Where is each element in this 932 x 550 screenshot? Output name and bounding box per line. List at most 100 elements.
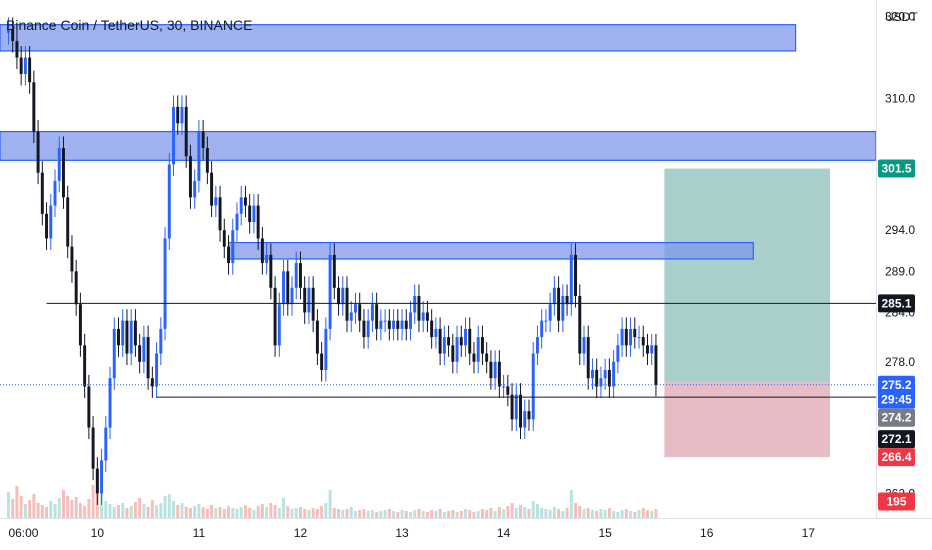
candle-body[interactable] xyxy=(485,353,489,362)
candle-body[interactable] xyxy=(413,296,417,313)
candle-body[interactable] xyxy=(493,361,497,379)
candle-body[interactable] xyxy=(612,361,616,387)
candle-body[interactable] xyxy=(353,304,357,313)
candle-body[interactable] xyxy=(218,197,222,231)
candle-body[interactable] xyxy=(370,304,374,321)
candle-body[interactable] xyxy=(32,82,36,132)
candle-body[interactable] xyxy=(45,213,49,239)
candle-body[interactable] xyxy=(383,320,387,322)
candle-body[interactable] xyxy=(641,337,645,346)
candle-body[interactable] xyxy=(442,337,446,354)
candle-body[interactable] xyxy=(540,320,544,338)
candle-body[interactable] xyxy=(455,337,459,362)
candle-body[interactable] xyxy=(527,411,531,420)
candle-body[interactable] xyxy=(434,328,438,338)
candle-body[interactable] xyxy=(430,320,434,338)
candle-body[interactable] xyxy=(582,337,586,354)
candle-body[interactable] xyxy=(578,296,582,354)
candle-body[interactable] xyxy=(624,328,628,346)
candle-body[interactable] xyxy=(214,197,218,206)
candle-body[interactable] xyxy=(49,205,53,239)
candle-body[interactable] xyxy=(197,131,201,181)
candle-body[interactable] xyxy=(231,230,235,264)
candle-body[interactable] xyxy=(421,312,425,321)
candle-body[interactable] xyxy=(535,337,539,354)
candle-body[interactable] xyxy=(396,320,400,329)
candle-body[interactable] xyxy=(324,328,328,370)
candle-body[interactable] xyxy=(502,386,506,388)
candle-body[interactable] xyxy=(172,106,175,165)
candle-body[interactable] xyxy=(341,287,345,305)
candle-body[interactable] xyxy=(548,304,552,321)
candle-body[interactable] xyxy=(654,345,658,385)
candle-body[interactable] xyxy=(260,238,264,264)
candle-body[interactable] xyxy=(400,320,404,329)
candle-body[interactable] xyxy=(11,28,15,42)
candle-body[interactable] xyxy=(57,148,61,181)
candle-body[interactable] xyxy=(569,254,573,305)
candle-body[interactable] xyxy=(298,263,302,288)
candle-body[interactable] xyxy=(633,328,637,338)
candle-body[interactable] xyxy=(497,361,501,387)
candle-body[interactable] xyxy=(307,287,311,313)
candle-body[interactable] xyxy=(451,345,455,362)
candle-body[interactable] xyxy=(586,337,590,379)
candle-body[interactable] xyxy=(210,172,214,206)
candle-body[interactable] xyxy=(36,131,40,173)
candle-body[interactable] xyxy=(290,287,294,305)
candle-body[interactable] xyxy=(523,411,527,428)
candle-body[interactable] xyxy=(425,312,429,321)
candle-body[interactable] xyxy=(557,287,561,321)
candle-body[interactable] xyxy=(83,345,87,387)
candle-body[interactable] xyxy=(53,180,57,206)
candle-body[interactable] xyxy=(235,213,239,231)
candle-body[interactable] xyxy=(28,57,32,83)
candle-body[interactable] xyxy=(133,320,137,346)
candle-body[interactable] xyxy=(19,57,23,74)
candle-body[interactable] xyxy=(637,337,641,339)
candle-body[interactable] xyxy=(269,254,273,288)
candle-body[interactable] xyxy=(273,287,277,346)
candle-body[interactable] xyxy=(358,304,362,321)
candle-body[interactable] xyxy=(227,246,231,264)
candle-body[interactable] xyxy=(311,287,315,321)
candle-body[interactable] xyxy=(104,427,108,461)
candle-body[interactable] xyxy=(519,394,523,428)
candle-body[interactable] xyxy=(620,328,624,346)
candle-body[interactable] xyxy=(303,287,307,313)
candle-body[interactable] xyxy=(150,378,154,387)
candle-body[interactable] xyxy=(256,205,260,239)
candle-body[interactable] xyxy=(70,246,74,272)
price-zone[interactable] xyxy=(0,24,797,52)
candle-body[interactable] xyxy=(561,296,565,321)
candle-body[interactable] xyxy=(552,287,556,305)
candle-body[interactable] xyxy=(349,312,353,321)
candle-body[interactable] xyxy=(629,328,633,346)
candle-body[interactable] xyxy=(205,148,209,173)
candle-body[interactable] xyxy=(100,460,104,494)
candle-body[interactable] xyxy=(438,328,442,354)
candle-body[interactable] xyxy=(337,287,341,305)
candle-body[interactable] xyxy=(417,296,421,321)
candle-body[interactable] xyxy=(286,271,290,305)
candle-body[interactable] xyxy=(320,353,324,370)
candle-body[interactable] xyxy=(146,337,150,379)
candle-body[interactable] xyxy=(188,156,192,198)
candle-body[interactable] xyxy=(472,353,476,362)
candle-body[interactable] xyxy=(108,378,112,428)
candle-body[interactable] xyxy=(531,353,535,420)
candle-body[interactable] xyxy=(167,164,171,239)
candle-body[interactable] xyxy=(117,328,120,346)
candle-body[interactable] xyxy=(239,197,243,214)
candle-body[interactable] xyxy=(464,328,467,346)
candle-body[interactable] xyxy=(222,230,226,247)
candle-body[interactable] xyxy=(61,148,65,198)
candle-body[interactable] xyxy=(282,271,286,305)
candle-body[interactable] xyxy=(459,337,463,346)
candle-body[interactable] xyxy=(176,106,180,124)
candle-body[interactable] xyxy=(163,238,167,329)
candle-body[interactable] xyxy=(392,320,396,329)
candle-body[interactable] xyxy=(599,378,603,387)
candle-body[interactable] xyxy=(87,386,91,428)
candle-body[interactable] xyxy=(603,370,607,379)
